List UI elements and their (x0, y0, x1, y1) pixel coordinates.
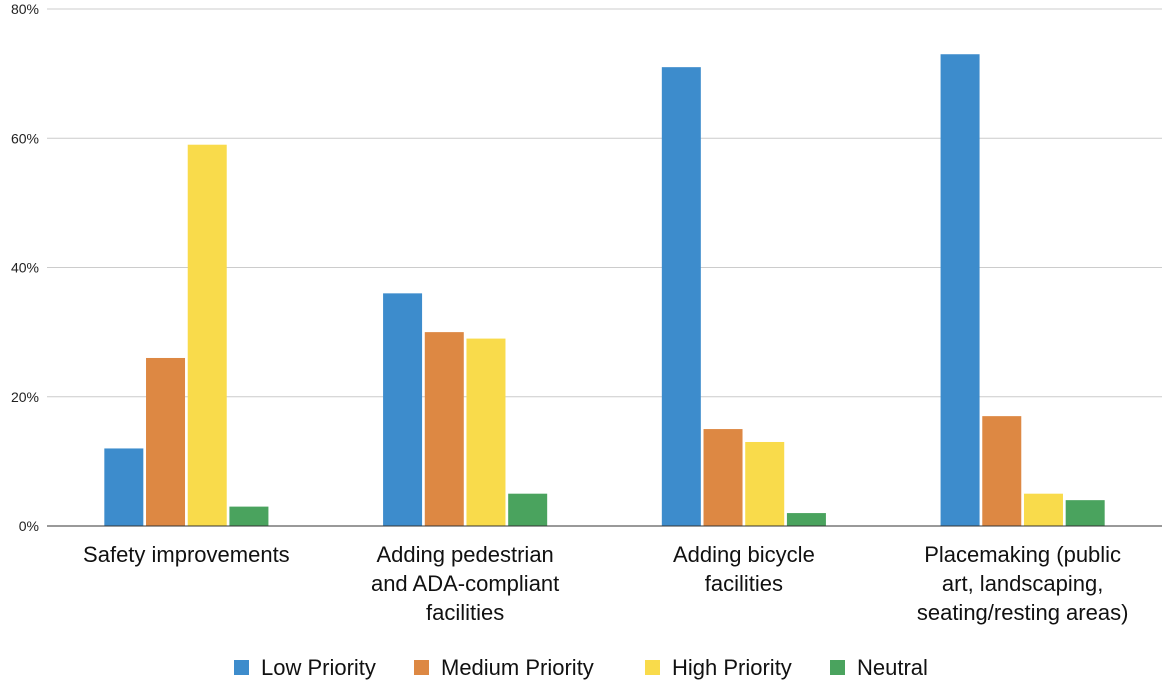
x-category-label: Adding bicycle (673, 542, 815, 567)
bars (104, 54, 1105, 527)
y-tick-label: 20% (11, 389, 39, 405)
y-axis-tick-labels: 0% 20% 40% 60% 80% (11, 1, 39, 534)
legend-swatch (645, 660, 660, 675)
bar (424, 332, 464, 526)
legend-label: Low Priority (261, 655, 376, 680)
bar (466, 338, 506, 526)
legend-swatch (830, 660, 845, 675)
bar (786, 513, 826, 526)
bar (508, 493, 548, 526)
legend-label: Medium Priority (441, 655, 594, 680)
bar (1065, 500, 1105, 526)
y-tick-label: 40% (11, 260, 39, 276)
legend-label: Neutral (857, 655, 928, 680)
bar (229, 506, 269, 526)
y-tick-label: 80% (11, 1, 39, 17)
legend: Low Priority Medium Priority High Priority… (234, 655, 928, 680)
bar (187, 144, 227, 526)
x-category-label: facilities (705, 571, 783, 596)
legend-swatch (414, 660, 429, 675)
x-category-label: Safety improvements (83, 542, 290, 567)
x-category-label: and ADA-compliant (371, 571, 559, 596)
y-tick-label: 0% (19, 518, 39, 534)
y-tick-label: 60% (11, 130, 39, 146)
x-category-label: Adding pedestrian (376, 542, 553, 567)
legend-label: High Priority (672, 655, 792, 680)
bar (383, 293, 423, 526)
x-category-label: seating/resting areas) (917, 600, 1129, 625)
x-axis-category-labels: Safety improvements Adding pedestrian and … (83, 542, 1128, 625)
bar (661, 67, 701, 526)
x-category-label: Placemaking (public (924, 542, 1121, 567)
bar (146, 357, 186, 526)
x-category-label: art, landscaping, (942, 571, 1103, 596)
bar (1023, 493, 1063, 526)
x-category-label: facilities (426, 600, 504, 625)
bar (745, 441, 785, 526)
bar (104, 448, 144, 526)
legend-swatch (234, 660, 249, 675)
bar (940, 54, 980, 527)
bar (703, 429, 743, 526)
bar (982, 416, 1022, 526)
